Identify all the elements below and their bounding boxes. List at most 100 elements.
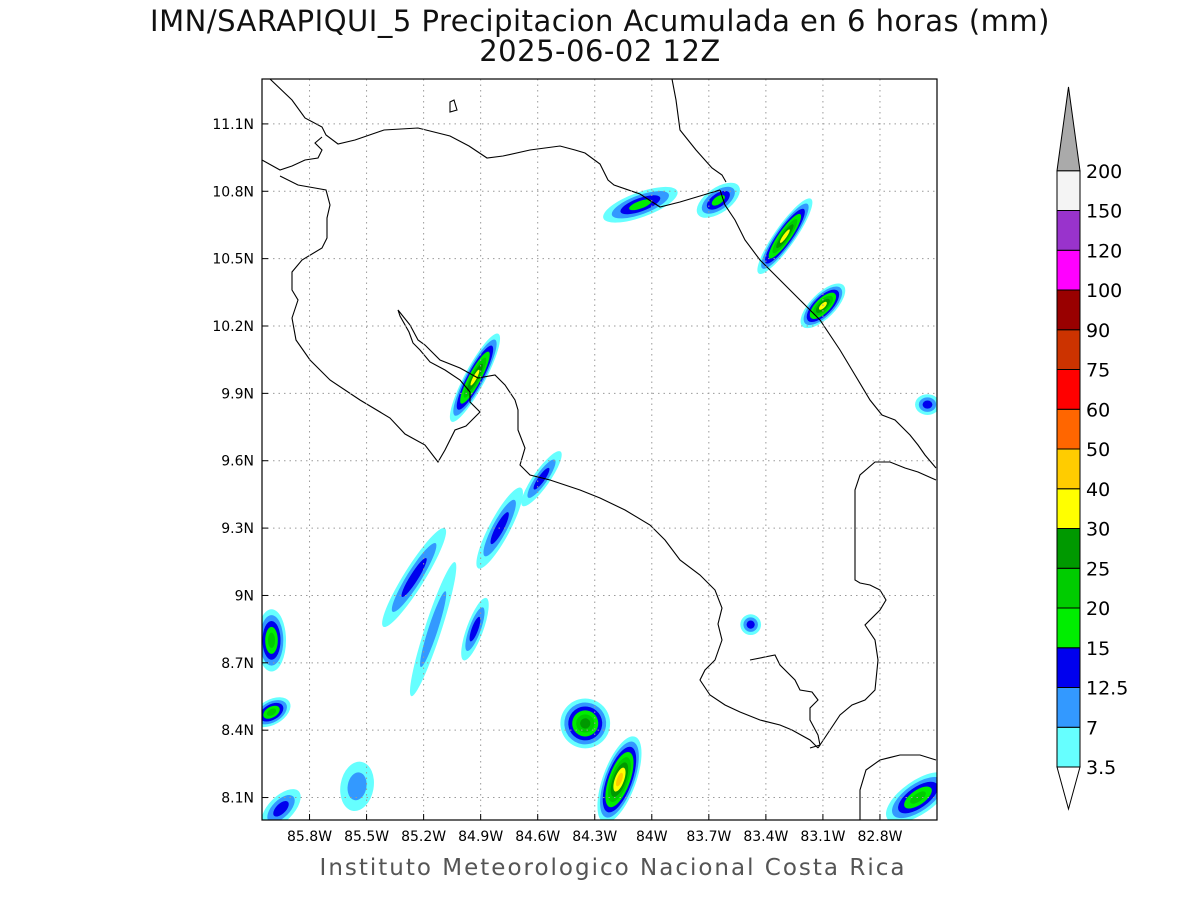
colorbar-segment: [1056, 86, 1081, 172]
lat-tick-label: 8.4N: [221, 723, 254, 739]
precip-cell: [915, 394, 937, 415]
lon-tick-label: 84W: [636, 829, 668, 845]
footer-credit: Instituto Meteorologico Nacional Costa R…: [319, 855, 907, 881]
map-subtitle: 2025-06-02 12Z: [479, 34, 721, 68]
colorbar-label: 90: [1086, 320, 1110, 342]
colorbar-segment: [1056, 726, 1081, 768]
plot-background: [262, 79, 937, 820]
lon-tick-label: 84.3W: [572, 829, 617, 845]
precip-cell: [340, 761, 374, 811]
lon-tick-label: 85.5W: [344, 829, 389, 845]
lat-tick-label: 10.8N: [212, 184, 254, 200]
precip-cell: [696, 182, 740, 218]
precip-cell: [740, 614, 762, 636]
graticule: [262, 79, 937, 820]
precip-contour-level: [922, 400, 933, 409]
colorbar-lower-triangle: [1056, 766, 1081, 811]
lon-tick-label: 83.7W: [686, 829, 731, 845]
colorbar-label: 3.5: [1086, 757, 1116, 779]
colorbar-segment: [1056, 210, 1081, 251]
colorbar-label: 25: [1086, 558, 1110, 580]
colorbar-label: 75: [1086, 360, 1110, 382]
plot-frame: [261, 78, 938, 821]
precip-contour-level: [779, 229, 790, 243]
colorbar-label: 60: [1086, 399, 1110, 421]
lon-tick-label: 83.1W: [800, 829, 845, 845]
colorbar-label: 20: [1086, 598, 1110, 620]
colorbar-label: 40: [1086, 479, 1110, 501]
precip-contour-level: [629, 199, 652, 211]
precip-contour-level: [273, 801, 289, 817]
lat-tick-label: 11.1N: [212, 117, 254, 133]
gulf-of-nicoya-coast: [409, 324, 819, 749]
precip-contour-level: [267, 632, 276, 648]
precip-cell: [603, 186, 678, 223]
precip-cell: [597, 736, 642, 820]
colorbar-label: 12.5: [1086, 678, 1128, 700]
lon-tick-label: 84.9W: [458, 829, 503, 845]
nicoya-peninsula-coast: [279, 175, 481, 463]
nicaragua-caribbean-coast: [671, 79, 727, 183]
colorbar-segment: [1056, 488, 1081, 529]
colorbar-segment: [1056, 567, 1081, 609]
lake-island: [449, 99, 458, 113]
colorbar-label: 150: [1086, 201, 1122, 223]
map-title: IMN/SARAPIQUI_5 Precipitacion Acumulada …: [150, 4, 1050, 38]
lat-tick-label: 10.2N: [212, 319, 254, 335]
precip-contour-level: [580, 718, 591, 729]
colorbar-label: 15: [1086, 638, 1110, 660]
lat-tick-label: 10.5N: [212, 252, 254, 268]
colorbar-segment: [1056, 448, 1081, 490]
colorbar-label: 7: [1086, 717, 1098, 739]
coastline-layer: [262, 79, 937, 820]
precip-cell: [521, 451, 562, 507]
longitude-axis: 85.8W 85.5W 85.2W 84.9W 84.6W 84.3W 84W 83.7W 83…: [287, 814, 903, 845]
colorbar-segment: [1056, 170, 1081, 211]
colorbar-segment: [1056, 607, 1081, 649]
latitude-axis: 11.1N 10.8N 10.5N 10.2N 9.9N 9.6N 9.3N 9N 8.7N 8.…: [212, 117, 268, 807]
lon-tick-label: 83.4W: [743, 829, 788, 845]
lon-tick-label: 85.2W: [401, 829, 446, 845]
colorbar-segment: [1056, 249, 1081, 291]
precip-cell: [461, 597, 489, 661]
pacific-coast-north: [262, 136, 323, 171]
precip-contour-level: [533, 467, 550, 490]
colorbar-legend: 3.5 7 12.5 15 20 25 30 40 50 60 75 90 100 120 150 200: [1056, 86, 1128, 811]
lon-tick-label: 85.8W: [287, 829, 332, 845]
precip-cell: [757, 198, 813, 275]
colorbar-label: 50: [1086, 439, 1110, 461]
colorbar-label: 200: [1086, 161, 1122, 183]
precip-cell: [560, 698, 611, 749]
precip-cell: [262, 789, 301, 820]
lat-tick-label: 8.7N: [221, 656, 254, 672]
colorbar-segment: [1056, 408, 1081, 450]
panama-coast: [859, 754, 937, 820]
colorbar-label: 100: [1086, 280, 1122, 302]
lat-tick-label: 8.1N: [221, 791, 254, 807]
precip-contour-level: [470, 369, 480, 386]
precip-cell: [262, 609, 287, 672]
precip-contour-level: [347, 772, 367, 801]
lon-tick-label: 84.6W: [515, 829, 560, 845]
colorbar-segment: [1056, 369, 1081, 410]
lat-tick-label: 9.6N: [221, 454, 254, 470]
colorbar-label: 120: [1086, 240, 1122, 262]
precip-contour-level: [401, 557, 427, 598]
precip-contour-level: [420, 591, 447, 668]
colorbar-segment: [1056, 647, 1081, 688]
lat-tick-label: 9.3N: [221, 521, 254, 537]
precip-cell: [382, 527, 447, 628]
caribbean-coast: [719, 189, 937, 469]
colorbar-label: 30: [1086, 519, 1110, 541]
colorbar-segment: [1056, 528, 1081, 569]
colorbar-segment: [1056, 329, 1081, 370]
golfo-dulce-coast: [817, 461, 937, 749]
precip-contour-level: [711, 194, 725, 206]
lon-tick-label: 82.8W: [857, 829, 902, 845]
colorbar-segment: [1056, 289, 1081, 331]
precip-contour-level: [616, 772, 623, 787]
lat-tick-label: 9N: [235, 588, 254, 604]
nicaragua-costa-rica-border: [269, 79, 721, 208]
colorbar-segment: [1056, 687, 1081, 728]
